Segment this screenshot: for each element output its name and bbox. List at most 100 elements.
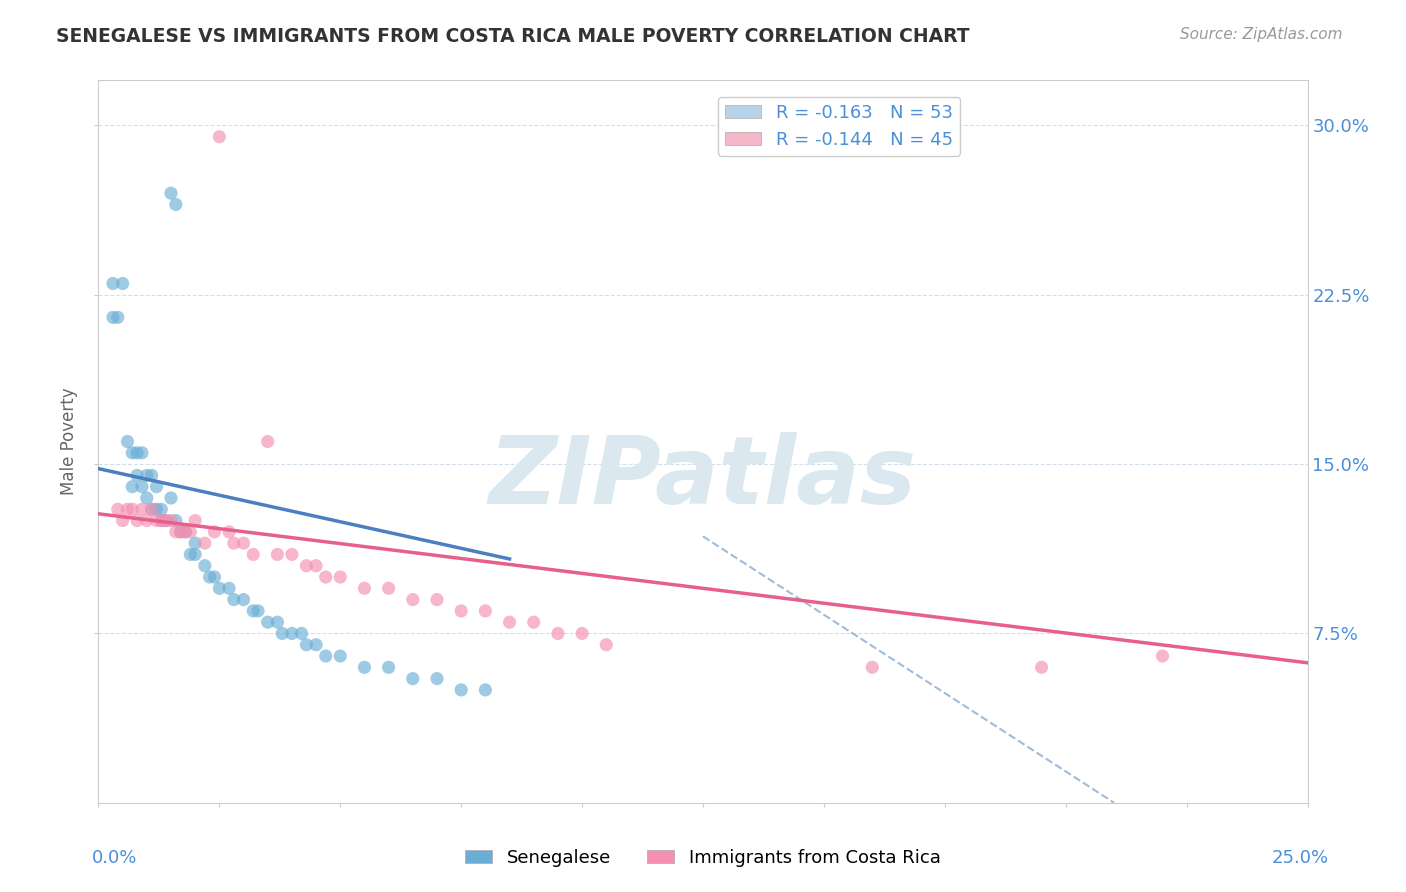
Point bbox=[218, 524, 240, 539]
Point bbox=[523, 615, 546, 630]
Point bbox=[281, 548, 304, 562]
Point bbox=[165, 514, 187, 528]
Point bbox=[174, 524, 197, 539]
Point bbox=[353, 660, 375, 674]
Point bbox=[256, 615, 278, 630]
Point bbox=[266, 615, 288, 630]
Point bbox=[860, 660, 883, 674]
Text: 25.0%: 25.0% bbox=[1271, 849, 1329, 867]
Point bbox=[131, 480, 153, 494]
Point bbox=[184, 514, 207, 528]
Point bbox=[208, 129, 231, 144]
Point bbox=[145, 480, 167, 494]
Point bbox=[111, 514, 134, 528]
Point bbox=[222, 592, 245, 607]
Point bbox=[281, 626, 304, 640]
Point bbox=[131, 446, 153, 460]
Point bbox=[498, 615, 520, 630]
Point bbox=[160, 186, 183, 201]
Point bbox=[305, 638, 328, 652]
Point bbox=[141, 502, 163, 516]
Point bbox=[127, 514, 149, 528]
Text: SENEGALESE VS IMMIGRANTS FROM COSTA RICA MALE POVERTY CORRELATION CHART: SENEGALESE VS IMMIGRANTS FROM COSTA RICA… bbox=[56, 27, 970, 45]
Point bbox=[547, 626, 569, 640]
Point bbox=[101, 310, 124, 325]
Point bbox=[208, 582, 231, 596]
Point bbox=[450, 604, 472, 618]
Y-axis label: Male Poverty: Male Poverty bbox=[60, 388, 79, 495]
Point bbox=[290, 626, 312, 640]
Point bbox=[135, 491, 157, 505]
Point bbox=[198, 570, 221, 584]
Point bbox=[141, 468, 163, 483]
Point bbox=[1031, 660, 1053, 674]
Point bbox=[315, 648, 337, 663]
Point bbox=[117, 502, 139, 516]
Point bbox=[204, 570, 226, 584]
Point bbox=[353, 582, 375, 596]
Point bbox=[271, 626, 294, 640]
Point bbox=[155, 514, 177, 528]
Point bbox=[222, 536, 245, 550]
Point bbox=[121, 502, 143, 516]
Point bbox=[169, 524, 191, 539]
Point bbox=[426, 672, 449, 686]
Point bbox=[474, 604, 496, 618]
Point bbox=[194, 536, 217, 550]
Text: 0.0%: 0.0% bbox=[91, 849, 136, 867]
Point bbox=[117, 434, 139, 449]
Point bbox=[218, 582, 240, 596]
Point bbox=[295, 638, 318, 652]
Point bbox=[329, 648, 352, 663]
Point bbox=[150, 514, 173, 528]
Point bbox=[256, 434, 278, 449]
Point bbox=[150, 514, 173, 528]
Text: Source: ZipAtlas.com: Source: ZipAtlas.com bbox=[1180, 27, 1343, 42]
Point bbox=[145, 514, 167, 528]
Point bbox=[169, 524, 191, 539]
Point bbox=[402, 672, 425, 686]
Point bbox=[305, 558, 328, 573]
Point bbox=[121, 480, 143, 494]
Point bbox=[474, 682, 496, 697]
Point bbox=[450, 682, 472, 697]
Point bbox=[131, 502, 153, 516]
Point bbox=[232, 536, 254, 550]
Point bbox=[242, 604, 264, 618]
Point bbox=[179, 524, 201, 539]
Point bbox=[141, 502, 163, 516]
Point bbox=[377, 660, 399, 674]
Point bbox=[426, 592, 449, 607]
Point bbox=[179, 548, 201, 562]
Point bbox=[315, 570, 337, 584]
Point bbox=[145, 502, 167, 516]
Point bbox=[160, 491, 183, 505]
Legend: R = -0.163   N = 53, R = -0.144   N = 45: R = -0.163 N = 53, R = -0.144 N = 45 bbox=[718, 96, 960, 156]
Point bbox=[232, 592, 254, 607]
Point bbox=[135, 514, 157, 528]
Point bbox=[402, 592, 425, 607]
Point bbox=[165, 197, 187, 211]
Point bbox=[295, 558, 318, 573]
Point bbox=[329, 570, 352, 584]
Point bbox=[266, 548, 288, 562]
Point bbox=[155, 514, 177, 528]
Point bbox=[571, 626, 593, 640]
Point bbox=[377, 582, 399, 596]
Point bbox=[184, 536, 207, 550]
Point bbox=[165, 524, 187, 539]
Point bbox=[150, 502, 173, 516]
Point bbox=[107, 310, 129, 325]
Point bbox=[127, 468, 149, 483]
Point bbox=[242, 548, 264, 562]
Point bbox=[194, 558, 217, 573]
Point bbox=[107, 502, 129, 516]
Point bbox=[127, 446, 149, 460]
Point bbox=[184, 548, 207, 562]
Point bbox=[160, 514, 183, 528]
Legend: Senegalese, Immigrants from Costa Rica: Senegalese, Immigrants from Costa Rica bbox=[458, 842, 948, 874]
Point bbox=[111, 277, 134, 291]
Point bbox=[121, 446, 143, 460]
Point bbox=[135, 468, 157, 483]
Point bbox=[204, 524, 226, 539]
